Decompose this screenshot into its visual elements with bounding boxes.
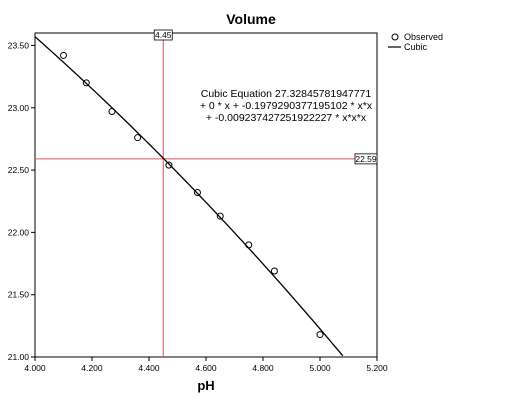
legend-observed-label: Observed bbox=[404, 32, 443, 42]
plot-area: 4.000 4.200 4.400 4.600 4.800 5.000 5.200 21.0… bbox=[8, 29, 388, 373]
legend-observed-marker bbox=[391, 33, 399, 41]
equation-annotation: Cubic Equation 27.32845781947771+ 0 * x … bbox=[200, 88, 373, 124]
x-tick-label: 4.800 bbox=[252, 363, 274, 373]
observed-point bbox=[134, 134, 142, 142]
observed-point bbox=[193, 189, 201, 197]
observed-point bbox=[216, 212, 224, 220]
observed-point bbox=[82, 79, 90, 87]
legend-cubic-label: Cubic bbox=[404, 42, 428, 52]
x-tick-label: 4.200 bbox=[81, 363, 103, 373]
x-axis: 4.000 4.200 4.400 4.600 4.800 5.000 5.200 bbox=[24, 357, 388, 373]
x-tick-label: 5.200 bbox=[366, 363, 388, 373]
x-tick-label: 4.400 bbox=[138, 363, 160, 373]
x-tick-label: 4.000 bbox=[24, 363, 46, 373]
y-axis: 21.00 21.50 22.00 22.50 23.00 23.50 bbox=[8, 40, 35, 362]
observed-points bbox=[60, 51, 324, 339]
y-tick-label: 22.50 bbox=[8, 165, 30, 175]
observed-point bbox=[245, 241, 253, 249]
x-axis-label: pH bbox=[197, 378, 214, 393]
observed-point bbox=[165, 161, 173, 169]
y-tick-label: 23.00 bbox=[8, 103, 30, 113]
horizontal-reference-label-box bbox=[354, 153, 378, 165]
fit-curve bbox=[34, 36, 344, 357]
x-tick-label: 4.600 bbox=[195, 363, 217, 373]
observed-point bbox=[60, 51, 67, 59]
equation-line: + 0 * x + -0.1979290377195102 * x*x bbox=[200, 100, 373, 112]
cubic-fit-line bbox=[34, 36, 344, 357]
equation-line: + -0.009237427251922227 * x*x*x bbox=[206, 112, 367, 124]
y-tick-label: 21.00 bbox=[8, 352, 30, 362]
vertical-reference-label: 4.45 bbox=[155, 30, 172, 40]
horizontal-reference-label: 22.59 bbox=[355, 154, 377, 164]
x-tick-label: 5.000 bbox=[309, 363, 331, 373]
chart-title: Volume bbox=[226, 11, 276, 27]
y-tick-label: 22.00 bbox=[8, 227, 30, 237]
vertical-reference-label-box bbox=[153, 29, 173, 41]
y-tick-label: 23.50 bbox=[8, 40, 30, 50]
equation-line: Cubic Equation 27.32845781947771 bbox=[201, 88, 372, 100]
observed-point bbox=[316, 331, 324, 339]
legend: Observed Cubic bbox=[388, 32, 443, 52]
reference-lines: 4.45 22.59 bbox=[35, 29, 378, 357]
y-tick-label: 21.50 bbox=[8, 290, 30, 300]
observed-point bbox=[108, 108, 116, 116]
observed-point bbox=[270, 267, 278, 275]
plot-frame bbox=[34, 32, 378, 358]
